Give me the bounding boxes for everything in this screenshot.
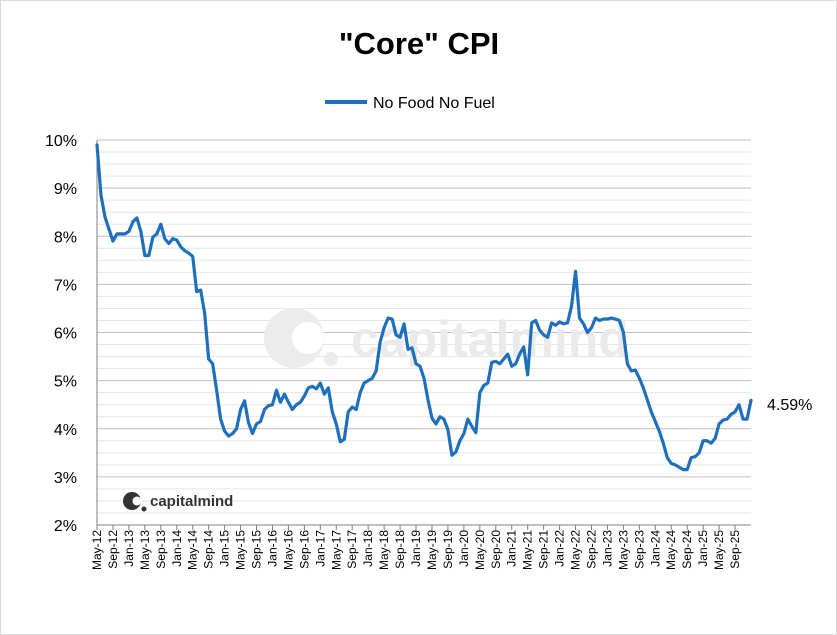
- x-tick-label: May-16: [281, 530, 295, 570]
- x-tick-label: Sep-24: [680, 530, 694, 569]
- x-tick-label: Jan-21: [505, 530, 519, 567]
- x-tick-label: May-20: [473, 530, 487, 570]
- x-tick-label: May-25: [712, 530, 726, 570]
- x-tick-label: Sep-12: [106, 530, 120, 569]
- y-tick-label: 4%: [54, 422, 77, 439]
- x-tick-label: Sep-23: [632, 530, 646, 569]
- x-tick-label: May-15: [234, 530, 248, 570]
- x-tick-label: Jan-25: [696, 530, 710, 567]
- brand-text: capitalmind: [150, 493, 233, 510]
- watermark-ghost-logo-dot: [324, 352, 338, 366]
- x-tick-label: Jan-15: [218, 530, 232, 567]
- x-tick-label: May-23: [616, 530, 630, 570]
- legend-label: No Food No Fuel: [373, 95, 495, 112]
- legend: No Food No Fuel: [325, 95, 495, 112]
- y-tick-label: 6%: [54, 326, 77, 343]
- x-tick-label: Jan-17: [313, 530, 327, 567]
- chart-title: "Core" CPI: [339, 26, 499, 61]
- x-tick-label: May-17: [329, 530, 343, 570]
- x-tick-label: Sep-17: [345, 530, 359, 569]
- x-tick-label: Sep-22: [584, 530, 598, 569]
- y-tick-label: 7%: [54, 277, 77, 294]
- x-tick-label: Sep-15: [250, 530, 264, 569]
- y-tick-label: 10%: [45, 133, 77, 150]
- x-tick-label: Sep-19: [441, 530, 455, 569]
- x-tick-label: May-24: [664, 530, 678, 570]
- brand-logo-icon-dot: [141, 506, 147, 512]
- watermark-ghost-logo-cut: [292, 322, 324, 354]
- x-tick-label: Sep-20: [489, 530, 503, 569]
- y-tick-label: 9%: [54, 181, 77, 198]
- y-tick-label: 8%: [54, 229, 77, 246]
- x-tick-label: Sep-21: [537, 530, 551, 569]
- y-tick-label: 2%: [54, 518, 77, 535]
- x-tick-label: Jan-24: [648, 530, 662, 567]
- x-tick-label: May-12: [90, 530, 104, 570]
- x-axis-tick-labels: May-12 Sep-12 Jan-13 May-13 Sep-13 Jan-14 May-…: [90, 530, 742, 570]
- x-tick-label: May-19: [425, 530, 439, 570]
- x-tick-label: Sep-18: [393, 530, 407, 569]
- x-tick-label: May-13: [138, 530, 152, 570]
- watermark-brand: capitalmind: [123, 492, 233, 512]
- x-tick-label: Jan-19: [409, 530, 423, 567]
- x-tick-label: Sep-13: [154, 530, 168, 569]
- x-tick-label: Sep-25: [728, 530, 742, 569]
- x-tick-label: Jan-16: [265, 530, 279, 567]
- x-tick-label: May-22: [569, 530, 583, 570]
- last-value-label: 4.59%: [767, 397, 812, 414]
- brand-logo-icon: [123, 492, 141, 510]
- y-axis-tick-labels: 2% 3% 4% 5% 6% 7% 8% 9% 10%: [45, 133, 77, 535]
- series-line-no-food-no-fuel: [95, 143, 753, 472]
- x-tick-label: Jan-20: [457, 530, 471, 567]
- x-tick-label: Jan-22: [553, 530, 567, 567]
- x-tick-label: Jan-13: [122, 530, 136, 567]
- x-tick-label: Jan-23: [600, 530, 614, 567]
- x-tick-label: May-21: [521, 530, 535, 570]
- x-tick-label: Jan-18: [361, 530, 375, 567]
- y-tick-label: 5%: [54, 374, 77, 391]
- x-tick-label: May-18: [377, 530, 391, 570]
- x-tick-label: Sep-14: [202, 530, 216, 569]
- brand-logo-icon-cut: [132, 496, 142, 506]
- minor-gridlines: [97, 151, 751, 514]
- x-tick-label: Jan-14: [170, 530, 184, 567]
- watermark-ghost: capitalmind: [264, 308, 629, 368]
- y-tick-label: 3%: [54, 470, 77, 487]
- x-tick-label: Sep-16: [297, 530, 311, 569]
- x-axis-tick-marks: [96, 525, 736, 530]
- x-tick-label: May-14: [186, 530, 200, 570]
